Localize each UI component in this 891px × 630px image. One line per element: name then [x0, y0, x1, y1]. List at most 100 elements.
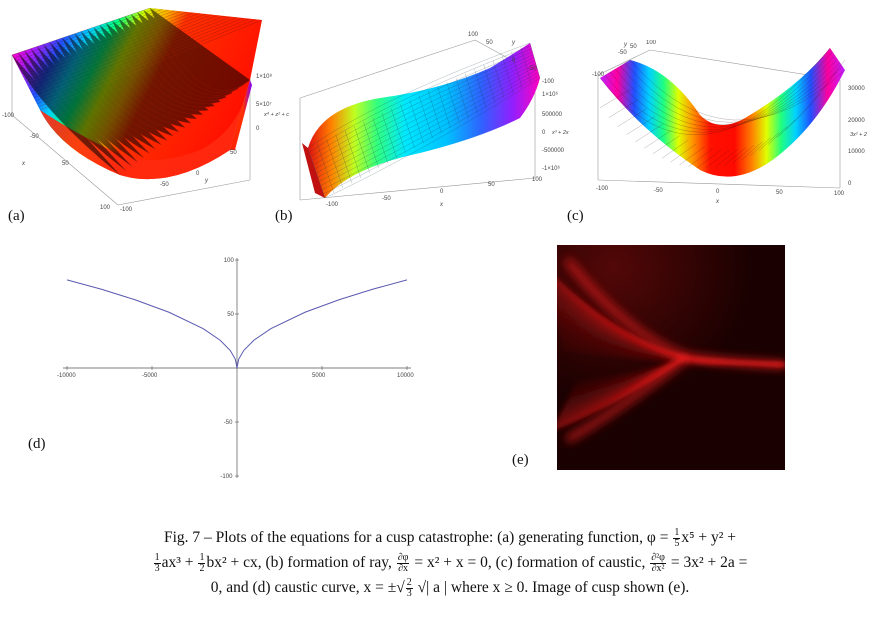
caption-text: = x² + x = 0, (c) formation of caustic,: [410, 554, 650, 571]
mesh-line: [307, 42, 531, 149]
panel-a-y-tick: 50: [230, 150, 237, 156]
panel-a-z-label: x⁴ + z² + c: [263, 111, 289, 118]
mesh-line: [604, 51, 833, 133]
caption-text: √| a | where x ≥ 0. Image of cusp shown …: [413, 579, 690, 596]
mesh-line: [609, 55, 836, 130]
panel-d-label: (d): [28, 436, 46, 452]
panel-b-z-tick: -500000: [542, 148, 565, 154]
mesh-line: [312, 51, 533, 161]
panel-b-y-label: y: [511, 40, 516, 46]
panel-a-y-tick: -100: [120, 207, 133, 213]
mesh-line: [644, 130, 672, 149]
mesh-line: [661, 140, 688, 159]
fraction-numerator: 1: [198, 551, 206, 564]
mesh-line: [520, 47, 532, 84]
y-tick-label: 100: [224, 258, 235, 264]
mesh-line: [314, 57, 535, 169]
panel-c-x-tick: -50: [654, 188, 663, 194]
fraction-denominator: 3: [406, 587, 412, 599]
panel-c-z-tick: 0: [848, 181, 852, 187]
mesh-line: [344, 130, 361, 179]
mesh-line: [750, 137, 771, 156]
y-tick-label: -50: [224, 420, 233, 426]
panel-b-y-tick: 0: [512, 58, 516, 64]
mesh-line: [803, 93, 821, 112]
panel-b-y-tick: 100: [468, 32, 479, 38]
x-tick-label: 5000: [312, 373, 326, 379]
mesh-line: [608, 99, 639, 118]
mesh-line: [320, 69, 538, 186]
mesh-line: [22, 12, 194, 77]
panel-b-y-tick: -100: [542, 79, 555, 85]
panel-a-label: (a): [8, 208, 25, 224]
fraction-denominator: ∂x²: [651, 562, 665, 574]
mesh-line: [617, 108, 647, 127]
panel-b-x-tick: 100: [532, 177, 543, 183]
mesh-line: [688, 148, 713, 167]
x-tick-label: -5000: [142, 373, 158, 379]
x-tick-label: 10000: [397, 373, 414, 379]
panel-c-y-tick: 50: [630, 44, 637, 50]
panel-b-x-tick: 0: [440, 189, 444, 195]
caption-line-1: Fig. 7 – Plots of the equations for a cu…: [70, 525, 830, 550]
mesh-line: [313, 54, 534, 165]
panel-a-z-tick: 0: [256, 126, 260, 132]
mesh-line: [74, 33, 180, 132]
mesh-line: [599, 89, 631, 108]
panel-e-cusp-image: [557, 245, 785, 470]
fraction-numerator: 1: [673, 526, 681, 539]
mesh-line: [310, 48, 532, 157]
caption-line-3: 0, and (d) caustic curve, x = ±√ 2 3 √| a …: [70, 575, 830, 600]
mesh-line: [11, 7, 151, 56]
panel-c-y-tick: -100: [592, 72, 605, 78]
panel-a-z-tick: 5×10⁷: [256, 101, 272, 108]
mesh-line: [679, 146, 705, 165]
caustic-curve-branch-0: [66, 279, 238, 369]
mesh-line: [741, 141, 763, 160]
mesh-line: [821, 72, 837, 91]
panel-a-z-tick: 1×10⁸: [256, 73, 273, 80]
fraction-numerator: ∂²φ: [650, 551, 666, 564]
panel-c-label: (c): [567, 208, 584, 224]
x-tick-label: -10000: [57, 373, 76, 379]
fraction-denominator: 5: [674, 537, 680, 549]
panel-b-x-tick: -50: [382, 196, 391, 202]
mesh-line: [13, 8, 157, 59]
panel-c-x-label: x: [715, 199, 720, 205]
fraction-denominator: ∂x: [398, 562, 409, 574]
panel-a-y-tick: -50: [160, 182, 169, 188]
mesh-line: [317, 63, 536, 178]
mesh-line: [474, 69, 487, 109]
panel-b-z-tick: 1×10⁶: [542, 91, 559, 98]
panel-b-y-tick: 50: [486, 40, 493, 46]
mesh-line: [706, 149, 730, 169]
caption-text: 0, and (d) caustic curve, x = ±√: [210, 579, 405, 596]
caption-fraction: ∂²φ ∂x²: [650, 551, 666, 574]
mesh-line: [794, 103, 813, 122]
panel-a-surface: -100 -50 50 100 -100 -50 0 50 1×10⁸ 5×10…: [2, 7, 289, 213]
panel-c-x-tick: 0: [716, 189, 720, 195]
panel-b-z-tick: 0: [542, 130, 546, 136]
panel-b-z-tick: -1×10⁶: [542, 165, 561, 172]
mesh-line: [24, 13, 200, 80]
mesh-line: [418, 95, 433, 139]
mesh-line: [614, 58, 838, 128]
mesh-line: [759, 132, 779, 151]
mesh-line: [317, 143, 335, 194]
mesh-line: [15, 9, 163, 62]
caption-line-2: 1 3 ax³ + 1 2 bx² + cx, (b) formation of ray…: [70, 550, 830, 575]
mesh-line: [599, 47, 831, 135]
mesh-line: [38, 19, 256, 108]
mesh-line: [16, 9, 169, 65]
panel-c-y-tick: -50: [618, 50, 627, 56]
mesh-line: [29, 15, 219, 89]
mesh-line: [372, 117, 388, 164]
panel-b-y-tick: -50: [528, 66, 537, 72]
panel-a-y-tick: 0: [196, 171, 200, 177]
panel-b-label: (b): [275, 208, 293, 224]
mesh-line: [36, 18, 250, 105]
panel-a-y-label: y: [204, 178, 209, 184]
mesh-line: [149, 7, 251, 91]
